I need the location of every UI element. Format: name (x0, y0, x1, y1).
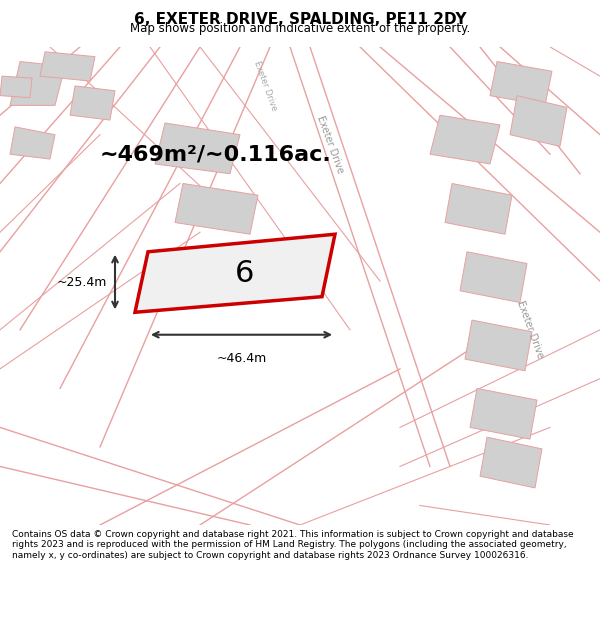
Polygon shape (135, 234, 335, 312)
Text: Exeter Drive: Exeter Drive (515, 299, 545, 360)
Polygon shape (460, 252, 527, 302)
Text: Exeter Drive: Exeter Drive (315, 114, 345, 175)
Text: ~25.4m: ~25.4m (56, 276, 107, 289)
Polygon shape (10, 127, 55, 159)
Polygon shape (465, 320, 532, 371)
Text: ~469m²/~0.116ac.: ~469m²/~0.116ac. (99, 144, 331, 164)
Text: Contains OS data © Crown copyright and database right 2021. This information is : Contains OS data © Crown copyright and d… (12, 530, 574, 560)
Text: Map shows position and indicative extent of the property.: Map shows position and indicative extent… (130, 22, 470, 35)
Polygon shape (445, 184, 512, 234)
Polygon shape (70, 86, 115, 120)
Text: 6: 6 (235, 259, 254, 288)
Polygon shape (490, 61, 552, 106)
Text: Exeter Drive: Exeter Drive (252, 60, 278, 112)
Polygon shape (175, 184, 258, 234)
Polygon shape (430, 115, 500, 164)
Polygon shape (10, 61, 65, 106)
Polygon shape (480, 437, 542, 488)
Polygon shape (510, 96, 567, 146)
Polygon shape (470, 388, 537, 439)
Text: ~46.4m: ~46.4m (217, 352, 266, 365)
Text: 6, EXETER DRIVE, SPALDING, PE11 2DY: 6, EXETER DRIVE, SPALDING, PE11 2DY (134, 12, 466, 27)
Polygon shape (0, 76, 32, 98)
Polygon shape (40, 52, 95, 81)
Polygon shape (155, 123, 240, 174)
